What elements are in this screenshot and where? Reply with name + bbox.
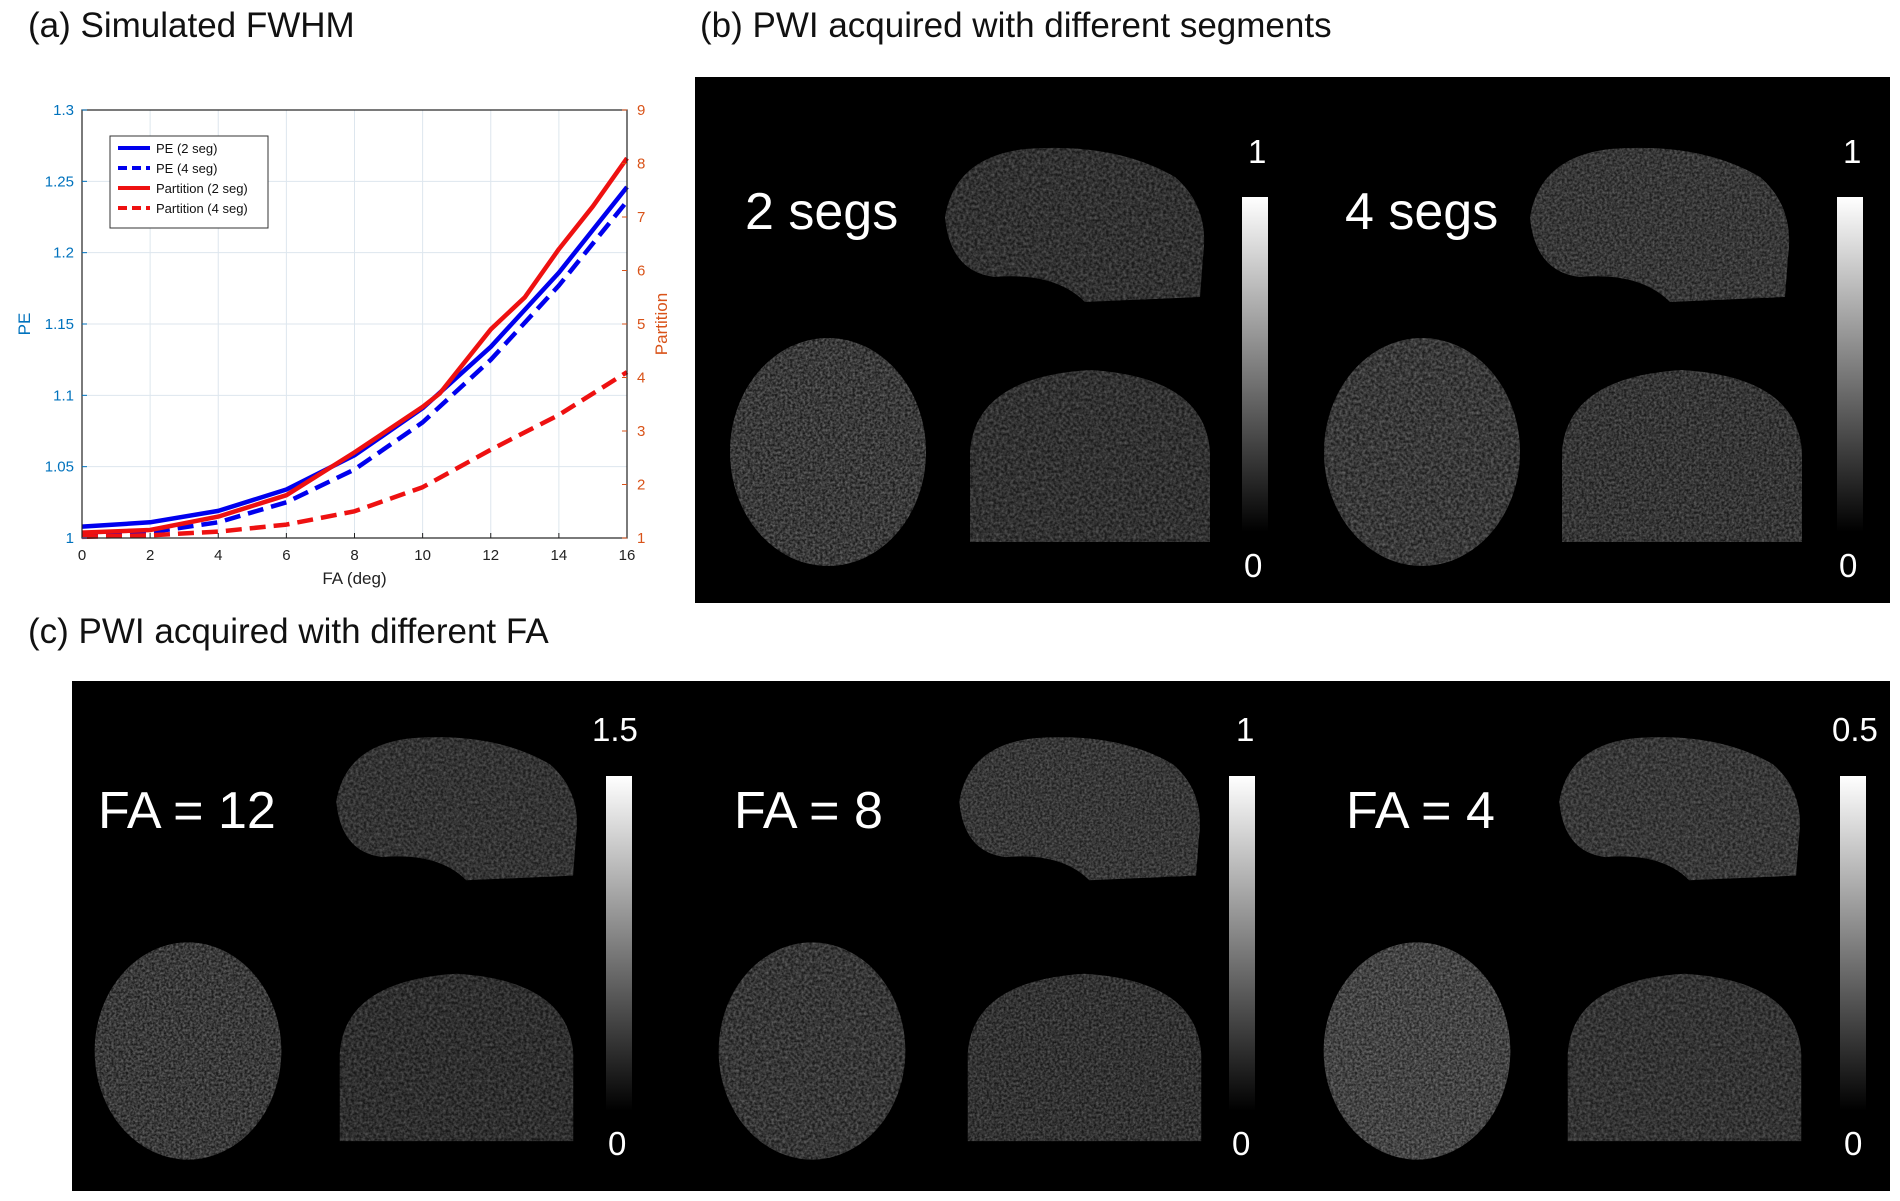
fa-label-8: FA = 8 <box>734 782 883 840</box>
x-tick-label: 16 <box>619 547 636 564</box>
cbar-min-4segs: 0 <box>1839 547 1858 584</box>
x-tick-label: 12 <box>482 547 499 564</box>
coronal-slice-2segs <box>970 370 1210 542</box>
chart-ticks: 0 2 4 6 8 10 12 14 1611.051.11.151.21.251.312345… <box>45 102 646 564</box>
y2-tick-label: 7 <box>637 209 645 226</box>
y2-tick-label: 2 <box>637 477 645 494</box>
x-tick-label: 0 <box>78 547 86 564</box>
y-tick-label: 1.2 <box>53 245 74 262</box>
axial-slice-2segs <box>730 338 926 566</box>
series-line-3 <box>81 370 629 540</box>
cbar-min-fa4: 0 <box>1844 1125 1863 1162</box>
sagittal-slice-fa12 <box>336 737 577 881</box>
panel-a-title: (a) Simulated FWHM <box>28 6 355 45</box>
chart-legend: PE (2 seg) PE (4 seg) Partition (2 seg) Par… <box>109 135 269 229</box>
coronal-slice-fa8 <box>967 973 1202 1142</box>
x-tick-label: 8 <box>350 547 358 564</box>
legend-label-3: Partition (4 seg) <box>156 201 248 216</box>
cbar-min-fa12: 0 <box>608 1125 627 1162</box>
series-line-2 <box>81 156 629 535</box>
series-line-0 <box>81 185 629 529</box>
chart-y2-label: Partition <box>652 293 671 355</box>
cbar-max-fa12: 1.5 <box>592 711 638 748</box>
colorbar-4segs <box>1837 197 1863 532</box>
cbar-max-2segs: 1 <box>1248 133 1267 170</box>
chart-series <box>81 156 629 540</box>
y-tick-label: 1.25 <box>45 173 74 190</box>
chart-y-label: PE <box>15 313 34 336</box>
axial-slice-fa8 <box>718 942 906 1160</box>
panel-b-title: (b) PWI acquired with different segments <box>700 6 1332 45</box>
colorbar-fa4 <box>1840 776 1866 1111</box>
cbar-max-fa8: 1 <box>1236 711 1255 748</box>
cbar-min-fa8: 0 <box>1232 1125 1251 1162</box>
sagittal-slice-fa8 <box>959 737 1200 881</box>
y2-tick-label: 6 <box>637 263 645 280</box>
panel-b-image-box: 2 segs 1 0 4 segs <box>695 77 1890 603</box>
y2-tick-label: 8 <box>637 156 645 173</box>
y2-tick-label: 4 <box>637 370 645 387</box>
x-tick-label: 10 <box>414 547 431 564</box>
fa-label-12: FA = 12 <box>98 782 276 840</box>
y2-tick-label: 3 <box>637 423 645 440</box>
y-tick-label: 1 <box>66 530 74 547</box>
sagittal-slice-4segs <box>1530 147 1790 302</box>
y2-tick-label: 5 <box>637 316 645 333</box>
x-tick-label: 4 <box>214 547 222 564</box>
cbar-max-fa4: 0.5 <box>1832 711 1878 748</box>
segs-label-4: 4 segs <box>1345 183 1499 241</box>
sagittal-slice-fa4 <box>1559 737 1800 881</box>
coronal-slice-fa4 <box>1567 973 1802 1142</box>
y-tick-label: 1.05 <box>45 459 74 476</box>
legend-box <box>109 135 269 229</box>
x-tick-label: 2 <box>146 547 154 564</box>
y-tick-label: 1.3 <box>53 102 74 119</box>
axial-slice-fa4 <box>1323 942 1511 1160</box>
panel-c-title: (c) PWI acquired with different FA <box>28 612 549 651</box>
y2-tick-label: 9 <box>637 102 645 119</box>
axial-slice-fa12 <box>94 942 282 1160</box>
axial-slice-4segs <box>1324 338 1520 566</box>
fa-label-4: FA = 4 <box>1346 782 1495 840</box>
y-tick-label: 1.15 <box>45 316 74 333</box>
colorbar-fa8 <box>1229 776 1255 1111</box>
colorbar-fa12 <box>606 776 632 1111</box>
coronal-slice-4segs <box>1562 370 1802 542</box>
fwhm-line-chart: 0 2 4 6 8 10 12 14 1611.051.11.151.21.251.312345… <box>15 102 671 588</box>
y2-tick-label: 1 <box>637 530 645 547</box>
coronal-slice-fa12 <box>339 973 574 1142</box>
cbar-max-4segs: 1 <box>1843 133 1862 170</box>
segs-label-2: 2 segs <box>745 183 899 241</box>
panel-c-image-box: FA = 12 1.5 0 FA = 8 1 0 FA = 4 <box>72 681 1890 1191</box>
y-tick-label: 1.1 <box>53 387 74 404</box>
sagittal-slice-2segs <box>945 147 1205 302</box>
legend-label-2: Partition (2 seg) <box>156 181 248 196</box>
legend-label-0: PE (2 seg) <box>156 141 217 156</box>
colorbar-2segs <box>1242 197 1268 532</box>
chart-x-label: FA (deg) <box>322 569 386 588</box>
cbar-min-2segs: 0 <box>1244 547 1263 584</box>
x-tick-label: 14 <box>551 547 568 564</box>
x-tick-label: 6 <box>282 547 290 564</box>
legend-label-1: PE (4 seg) <box>156 161 217 176</box>
chart-grid <box>81 109 628 539</box>
